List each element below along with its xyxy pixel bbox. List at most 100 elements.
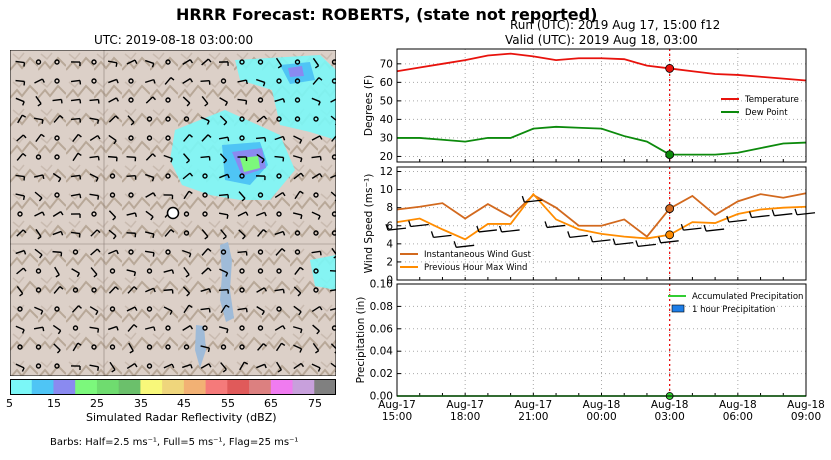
wind-barb-shaft — [72, 134, 79, 142]
wind-barb-shaft — [54, 266, 60, 276]
wind-barb-flag — [42, 174, 45, 180]
wind-barb-shaft — [89, 98, 99, 102]
wind-barb-shaft — [16, 153, 24, 161]
wind-barb-flag — [319, 135, 323, 140]
wind-barb-shaft — [15, 325, 25, 331]
wind-barb-shaft — [239, 361, 245, 371]
wind-barb-flag — [151, 177, 155, 182]
colorbar-tick: 15 — [47, 397, 61, 410]
wind-barb-shaft — [53, 115, 61, 123]
wind-barb-flag — [245, 79, 248, 85]
wind-barb-shaft — [72, 342, 79, 352]
wind-barb-flag — [116, 79, 119, 84]
plot-frame — [396, 48, 807, 163]
wind-barb-shaft — [108, 134, 117, 142]
wind-barb-shaft — [274, 191, 284, 199]
series-line — [396, 192, 807, 241]
valid-time-point — [665, 150, 675, 159]
wind-barb-flag — [21, 367, 25, 372]
colorbar-tick: 55 — [221, 397, 235, 410]
wind-barb-flag — [282, 192, 286, 197]
calm-wind-marker — [35, 154, 42, 160]
wind-barb-flag — [430, 231, 435, 238]
calm-wind-marker — [128, 249, 134, 255]
wind-barb-flag — [23, 62, 26, 67]
calm-wind-marker — [313, 268, 319, 274]
wind-barb-flag — [150, 216, 154, 221]
wind-barb-shaft — [501, 229, 520, 233]
wind-barb-shaft — [144, 326, 155, 330]
calm-wind-marker — [128, 78, 134, 84]
calm-wind-marker — [331, 59, 336, 65]
x-tick-label: Aug-18 — [583, 399, 621, 411]
wind-barb-shaft — [145, 173, 154, 179]
wind-barb-shaft — [292, 155, 303, 159]
calm-wind-marker — [72, 287, 79, 293]
wind-barb-flag — [277, 65, 282, 69]
colorbar-cell — [227, 379, 250, 395]
wind-barb-shaft — [294, 266, 301, 276]
calm-wind-marker — [17, 211, 23, 217]
wind-barb-shaft — [108, 249, 117, 255]
colorbar-cell — [140, 379, 163, 395]
wind-barb-flag — [170, 229, 175, 233]
wind-barb-shaft — [163, 154, 173, 160]
series-line — [396, 192, 807, 238]
colorbar-cell — [162, 379, 185, 395]
calm-wind-marker — [183, 116, 190, 122]
wind-barb-flag — [282, 289, 285, 294]
map-title: UTC: 2019-08-18 03:00:00 — [94, 33, 254, 47]
calm-wind-marker — [276, 173, 282, 179]
calm-wind-marker — [294, 97, 301, 103]
wind-barb-shaft — [237, 98, 247, 102]
wind-barb-shaft — [200, 307, 210, 311]
wind-barb-flag — [204, 235, 209, 240]
wind-barb-flag — [112, 216, 117, 221]
wind-barb-shaft — [275, 342, 283, 352]
y-axis-label: Precipitation (in) — [355, 297, 367, 384]
wind-barb-shaft — [163, 306, 173, 312]
wind-barb-flag — [21, 114, 27, 118]
calm-wind-marker — [72, 325, 79, 331]
wind-barb-shaft — [256, 78, 265, 84]
wind-barb-shaft — [145, 96, 154, 104]
wind-barb-shaft — [182, 172, 191, 180]
x-tick-label: 00:00 — [586, 411, 616, 420]
wind-barb-shaft — [126, 269, 136, 273]
wind-barb-flag — [78, 305, 82, 309]
wind-barb-flag — [79, 194, 82, 199]
wind-barb-shaft — [218, 193, 229, 197]
wind-barb-flag — [222, 368, 227, 373]
colorbar-cell — [249, 379, 272, 395]
wind-barb-shaft — [182, 286, 191, 294]
wind-barb-shaft — [200, 155, 210, 159]
wind-barb-shaft — [52, 211, 62, 217]
wind-barb-shaft — [35, 95, 42, 105]
calm-wind-marker — [72, 249, 79, 255]
wind-barb-shaft — [387, 227, 407, 231]
wind-barb-flag — [226, 214, 229, 219]
y-tick-label: 12 — [380, 166, 393, 178]
calm-wind-marker — [146, 116, 153, 122]
wind-barb-shaft — [256, 363, 265, 369]
wind-barb-shaft — [329, 307, 336, 311]
wind-barb-shaft — [70, 193, 81, 197]
wind-barb-shaft — [53, 286, 61, 294]
radar-echoes — [170, 55, 336, 290]
legend-label: Previous Hour Max Wind — [424, 263, 527, 273]
series-line — [397, 125, 807, 156]
wind-barb-shaft — [108, 78, 117, 84]
wind-barb-flag — [680, 223, 685, 231]
colorbar-cell — [10, 379, 33, 395]
wind-barb-flag — [115, 62, 118, 67]
wind-barb-shaft — [145, 287, 154, 293]
wind-barb-flag — [567, 231, 571, 238]
wind-barb-shaft — [126, 362, 136, 370]
calm-wind-marker — [165, 59, 171, 65]
wind-barb-shaft — [218, 136, 229, 140]
wind-barb-flag — [544, 221, 548, 228]
wind-barb-shaft — [478, 229, 497, 233]
wind-barb-shaft — [145, 192, 154, 198]
calm-wind-marker — [91, 211, 97, 217]
